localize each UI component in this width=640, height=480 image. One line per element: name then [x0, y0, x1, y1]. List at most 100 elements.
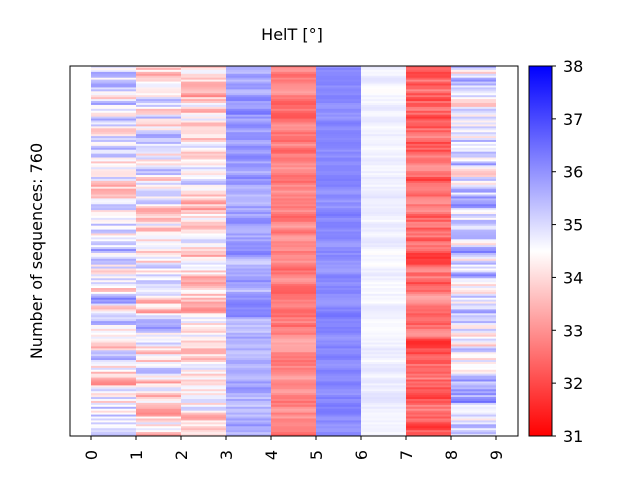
- heatmap-cell: [451, 241, 496, 244]
- heatmap-cell: [406, 149, 451, 153]
- heatmap-cell: [271, 128, 316, 131]
- heatmap-cell: [316, 231, 361, 234]
- heatmap-cell: [451, 67, 496, 71]
- heatmap-cell: [271, 330, 316, 334]
- heatmap-cell: [316, 286, 361, 289]
- heatmap-cell: [361, 252, 406, 256]
- heatmap-cell: [226, 81, 271, 84]
- heatmap-cell: [136, 387, 181, 390]
- heatmap-cell: [181, 130, 226, 133]
- heatmap-cell: [361, 186, 406, 190]
- colorbar-tick-label: 31: [563, 427, 583, 446]
- heatmap-cell: [451, 202, 496, 205]
- heatmap-cell: [271, 202, 316, 205]
- heatmap-cell: [91, 143, 136, 147]
- heatmap-cell: [136, 303, 181, 306]
- heatmap-cell: [361, 124, 406, 127]
- heatmap-cell: [361, 221, 406, 225]
- heatmap-cell: [181, 340, 226, 343]
- heatmap-cell: [181, 362, 226, 365]
- heatmap-cell: [406, 385, 451, 388]
- heatmap-cell: [451, 175, 496, 178]
- heatmap-cell: [271, 219, 316, 223]
- heatmap-cell: [91, 400, 136, 404]
- heatmap-cell: [361, 190, 406, 193]
- heatmap-cell: [181, 225, 226, 229]
- heatmap-cell: [226, 305, 271, 308]
- heatmap-cell: [226, 254, 271, 258]
- heatmap-cell: [91, 362, 136, 365]
- heatmap-cell: [361, 140, 406, 143]
- heatmap-cell: [181, 151, 226, 155]
- heatmap-cell: [91, 252, 136, 256]
- heatmap-cell: [271, 73, 316, 77]
- heatmap-cell: [226, 149, 271, 153]
- heatmap-cell: [451, 321, 496, 324]
- heatmap-cell: [226, 175, 271, 178]
- heatmap-cell: [361, 177, 406, 180]
- heatmap-cell: [181, 186, 226, 190]
- heatmap-cell: [226, 418, 271, 421]
- heatmap-cell: [406, 167, 451, 170]
- heatmap-cell: [361, 282, 406, 285]
- heatmap-cell: [406, 402, 451, 406]
- heatmap-cell: [181, 286, 226, 289]
- heatmap-cell: [361, 93, 406, 96]
- heatmap-cell: [451, 356, 496, 359]
- heatmap-cell: [226, 225, 271, 229]
- heatmap-cell: [136, 428, 181, 431]
- heatmap-cell: [271, 93, 316, 96]
- heatmap-cell: [226, 217, 271, 221]
- heatmap-cell: [136, 379, 181, 382]
- heatmap-cell: [406, 307, 451, 310]
- heatmap-cell: [136, 258, 181, 262]
- heatmap-cell: [181, 153, 226, 156]
- heatmap-cell: [271, 295, 316, 299]
- heatmap-cell: [361, 284, 406, 287]
- heatmap-cell: [136, 169, 181, 172]
- heatmap-cell: [181, 350, 226, 353]
- heatmap-cell: [406, 89, 451, 92]
- heatmap-cell: [136, 245, 181, 248]
- heatmap-cell: [451, 157, 496, 160]
- heatmap-cell: [91, 346, 136, 349]
- heatmap-cell: [451, 132, 496, 135]
- heatmap-cell: [91, 233, 136, 236]
- heatmap-cell: [91, 420, 136, 423]
- heatmap-cell: [91, 315, 136, 318]
- heatmap-cell: [361, 114, 406, 118]
- heatmap-cell: [361, 247, 406, 250]
- heatmap-cell: [406, 108, 451, 112]
- heatmap-cell: [181, 360, 226, 363]
- heatmap-cell: [361, 426, 406, 429]
- heatmap-cell: [136, 103, 181, 106]
- heatmap-cell: [271, 340, 316, 343]
- heatmap-cell: [271, 254, 316, 258]
- heatmap-cell: [136, 276, 181, 279]
- heatmap-cell: [181, 75, 226, 79]
- heatmap-cell: [271, 375, 316, 378]
- heatmap-cell: [316, 108, 361, 112]
- heatmap-cell: [406, 299, 451, 303]
- heatmap-cell: [406, 67, 451, 71]
- heatmap-cell: [181, 307, 226, 310]
- heatmap-cell: [406, 171, 451, 174]
- heatmap-cell: [451, 188, 496, 192]
- heatmap-cell: [136, 75, 181, 79]
- heatmap-cell: [181, 175, 226, 178]
- heatmap-cell: [406, 348, 451, 351]
- heatmap-cell: [316, 311, 361, 314]
- heatmap-cell: [181, 301, 226, 304]
- heatmap-cell: [91, 206, 136, 209]
- heatmap-cell: [91, 379, 136, 382]
- heatmap-cell: [451, 141, 496, 145]
- heatmap-cell: [91, 303, 136, 306]
- heatmap-cell: [181, 97, 226, 100]
- heatmap-cell: [316, 371, 361, 375]
- heatmap-cell: [136, 180, 181, 184]
- heatmap-cell: [91, 397, 136, 400]
- heatmap-cell: [226, 395, 271, 398]
- heatmap-cell: [181, 262, 226, 266]
- heatmap-cell: [406, 369, 451, 373]
